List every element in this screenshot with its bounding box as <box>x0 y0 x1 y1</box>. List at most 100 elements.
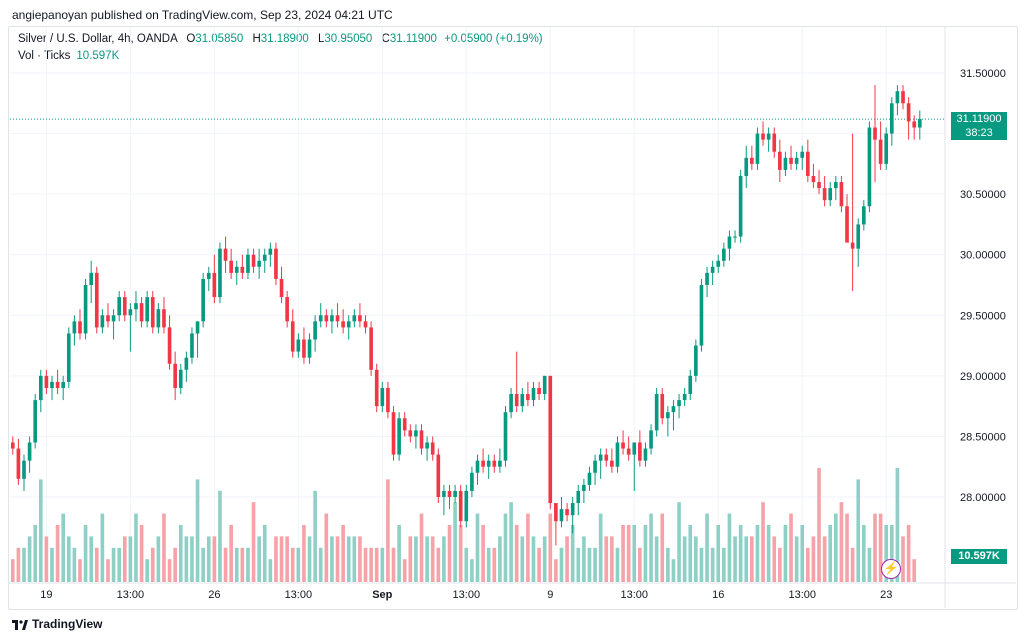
volume-bar <box>537 547 541 582</box>
candle-body <box>817 182 821 189</box>
candle <box>78 309 82 340</box>
candle-body <box>475 460 480 473</box>
candle <box>139 297 144 328</box>
candle <box>307 333 312 364</box>
candle-body <box>867 127 872 207</box>
volume-bar <box>274 536 278 582</box>
volume-bar <box>475 513 480 582</box>
candle-body <box>391 412 396 455</box>
volume-bar <box>268 559 273 582</box>
candle <box>150 291 155 334</box>
candle <box>33 394 38 449</box>
candle <box>38 369 43 413</box>
candle-body <box>632 442 637 455</box>
candle <box>257 248 261 279</box>
candle <box>374 363 379 413</box>
candle-body <box>184 357 189 370</box>
symbol-label[interactable]: Silver / U.S. Dollar, 4h, OANDA <box>18 33 178 45</box>
volume-bar <box>481 525 485 582</box>
last-price-value: 31.11900 <box>956 113 1002 125</box>
candle <box>386 381 390 419</box>
candle-body <box>251 254 256 267</box>
candle-body <box>397 418 401 455</box>
candle-body <box>206 272 211 279</box>
candle <box>134 291 138 322</box>
volume-bar <box>318 547 323 582</box>
volume-label[interactable]: Vol · Ticks <box>18 50 71 62</box>
candle-body <box>889 103 894 134</box>
candle-body <box>302 339 306 358</box>
volume-bar <box>828 525 833 582</box>
volume-bar <box>397 525 401 582</box>
candle-body <box>895 91 900 104</box>
candle-body <box>268 248 273 255</box>
candle-body <box>246 254 250 273</box>
candle-body <box>878 139 883 164</box>
candle <box>498 448 502 473</box>
candle-body <box>593 460 597 473</box>
candle <box>688 369 693 401</box>
candle <box>917 110 922 140</box>
volume-bars <box>10 468 917 582</box>
candle-body <box>341 321 345 328</box>
candle <box>285 291 289 328</box>
candle <box>694 339 698 382</box>
candle <box>744 145 749 189</box>
volume-bar <box>660 513 665 582</box>
volume-bar <box>582 536 586 582</box>
candle-body <box>789 157 793 164</box>
candle-body <box>828 188 833 201</box>
candle <box>514 351 519 413</box>
volume-bar <box>716 525 721 582</box>
candle <box>290 309 295 358</box>
lightning-icon[interactable]: ⚡ <box>881 559 901 579</box>
candle-body <box>72 321 77 334</box>
candle <box>251 248 256 273</box>
volume-bar <box>178 525 183 582</box>
candle-body <box>598 454 603 461</box>
candle <box>363 315 368 334</box>
volume-bar <box>548 513 553 582</box>
candle-body <box>150 297 155 328</box>
volume-bar <box>341 525 345 582</box>
volume-bar <box>419 513 424 582</box>
volume-bar <box>251 502 256 582</box>
candle <box>750 145 754 170</box>
volume-bar <box>856 479 861 582</box>
candle <box>806 139 810 183</box>
candle <box>94 266 99 334</box>
volume-bar <box>705 513 709 582</box>
candle-body <box>621 442 625 449</box>
candle <box>772 127 777 158</box>
volume-bar <box>106 559 110 582</box>
volume-bar <box>94 547 99 582</box>
candle <box>912 115 917 140</box>
volume-bar <box>654 536 659 582</box>
high-label: H <box>252 33 261 45</box>
candle <box>503 406 508 467</box>
close-label: C <box>381 33 390 45</box>
volume-bar <box>615 547 620 582</box>
candle <box>492 454 497 473</box>
volume-bar <box>324 513 329 582</box>
candle <box>654 387 659 437</box>
candle-body <box>626 448 631 455</box>
candle <box>436 448 441 504</box>
candle <box>425 436 429 461</box>
volume-bar <box>173 547 177 582</box>
candle <box>889 97 894 146</box>
open-value: 31.05850 <box>195 33 244 45</box>
footer-brand[interactable]: TradingView <box>12 617 102 631</box>
candle <box>716 254 721 273</box>
candle <box>268 242 273 267</box>
volume-bar <box>738 525 743 582</box>
volume-bar <box>55 525 60 582</box>
volume-bar <box>190 536 194 582</box>
candle <box>895 85 900 116</box>
candle <box>481 448 485 473</box>
candle-body <box>783 157 788 170</box>
candle-body <box>380 387 385 407</box>
volume-bar <box>16 547 21 582</box>
candle-body <box>22 460 26 479</box>
